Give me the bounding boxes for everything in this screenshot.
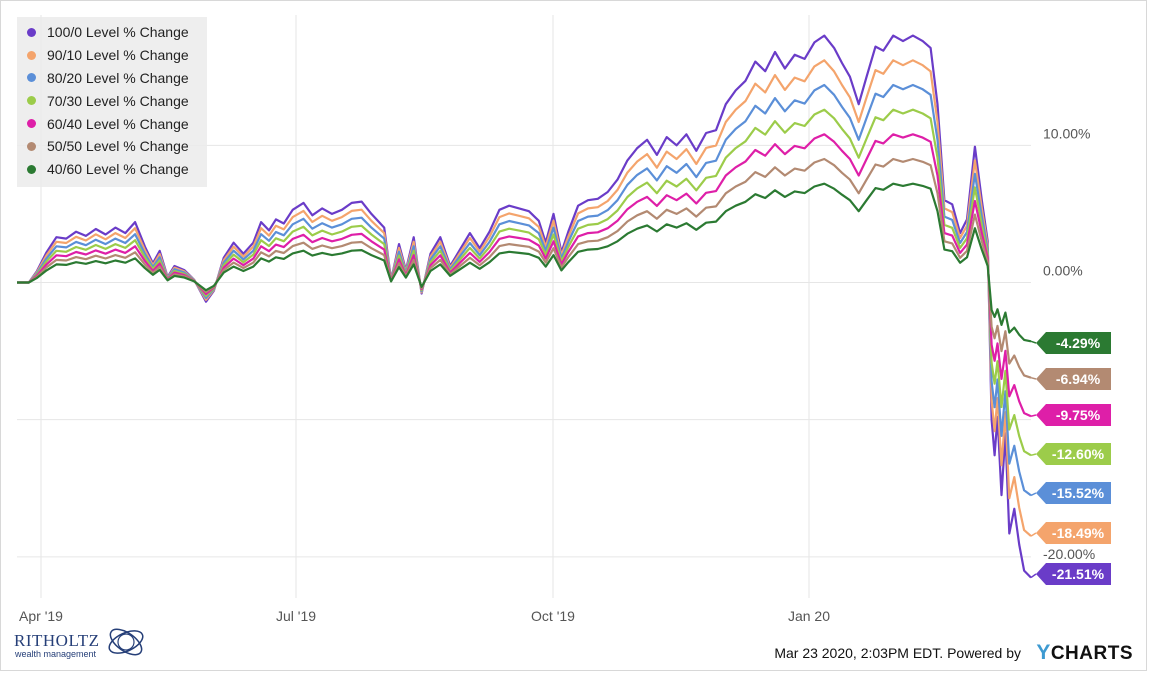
legend-item[interactable]: 50/50 Level % Change: [17, 135, 207, 158]
end-value-flag: [1036, 404, 1111, 426]
end-value-label: -21.51%: [1030, 563, 1111, 585]
legend-label: 90/10 Level % Change: [47, 47, 189, 64]
end-value-label: -18.49%: [1030, 522, 1111, 544]
chart-legend: 100/0 Level % Change 90/10 Level % Change…: [17, 17, 207, 187]
end-value-text: -18.49%: [1052, 525, 1105, 541]
legend-dot-icon: [27, 119, 36, 129]
legend-dot-icon: [27, 27, 36, 37]
x-tick-label: Apr '19: [19, 608, 63, 624]
y-tick-label: 10.00%: [1043, 125, 1090, 141]
legend-label: 40/60 Level % Change: [47, 161, 189, 178]
legend-label: 70/30 Level % Change: [47, 92, 189, 109]
end-value-label: -15.52%: [1030, 482, 1111, 504]
ycharts-brand-rest: CHARTS: [1050, 643, 1133, 664]
ycharts-brand-y: Y: [1036, 641, 1051, 664]
legend-dot-icon: [27, 96, 36, 106]
logo-name: RITHOLTZ: [14, 631, 100, 650]
end-value-flag: [1036, 443, 1111, 465]
end-value-label: -12.60%: [1030, 443, 1111, 465]
end-value-text: -12.60%: [1052, 446, 1105, 462]
logo-subtitle: wealth management: [15, 649, 97, 659]
end-value-flag: [1036, 522, 1111, 544]
legend-item[interactable]: 40/60 Level % Change: [17, 158, 207, 181]
x-tick-label: Jan 20: [788, 608, 830, 624]
end-value-flag: [1036, 563, 1111, 585]
x-tick-label: Oct '19: [531, 608, 575, 624]
end-value-text: -21.51%: [1052, 566, 1105, 582]
end-value-text: -9.75%: [1056, 407, 1101, 423]
end-value-text: -4.29%: [1056, 335, 1101, 351]
footer-timestamp: Mar 23 2020, 2:03PM EDT. Powered by: [774, 645, 1021, 661]
end-value-flag: [1036, 482, 1111, 504]
end-value-label: -6.94%: [1030, 368, 1111, 390]
legend-item[interactable]: 80/20 Level % Change: [17, 67, 207, 90]
end-value-flag: [1036, 332, 1111, 354]
end-value-text: -15.52%: [1052, 485, 1105, 501]
legend-label: 100/0 Level % Change: [47, 24, 189, 41]
end-value-text: -6.94%: [1056, 371, 1101, 387]
ycharts-brand[interactable]: YCHARTS: [1036, 641, 1133, 665]
x-tick-label: Jul '19: [276, 608, 316, 624]
legend-item[interactable]: 100/0 Level % Change: [17, 21, 207, 44]
legend-dot-icon: [27, 164, 36, 174]
end-value-label: -4.29%: [1030, 332, 1111, 354]
legend-label: 80/20 Level % Change: [47, 69, 189, 86]
end-value-flag: [1036, 368, 1111, 390]
legend-dot-icon: [27, 73, 36, 83]
legend-item[interactable]: 70/30 Level % Change: [17, 89, 207, 112]
legend-dot-icon: [27, 50, 36, 60]
series-line: [17, 182, 1032, 343]
legend-dot-icon: [27, 141, 36, 151]
ritholtz-logo: RITHOLTZ wealth management: [14, 624, 154, 664]
legend-label: 50/50 Level % Change: [47, 138, 189, 155]
series-line: [17, 157, 1032, 379]
y-tick-label: -20.00%: [1043, 546, 1095, 562]
legend-label: 60/40 Level % Change: [47, 115, 189, 132]
legend-item[interactable]: 90/10 Level % Change: [17, 44, 207, 67]
legend-item[interactable]: 60/40 Level % Change: [17, 112, 207, 135]
logo-emblem-icon: [108, 628, 144, 656]
end-value-label: -9.75%: [1030, 404, 1111, 426]
y-tick-label: 0.00%: [1043, 262, 1083, 278]
